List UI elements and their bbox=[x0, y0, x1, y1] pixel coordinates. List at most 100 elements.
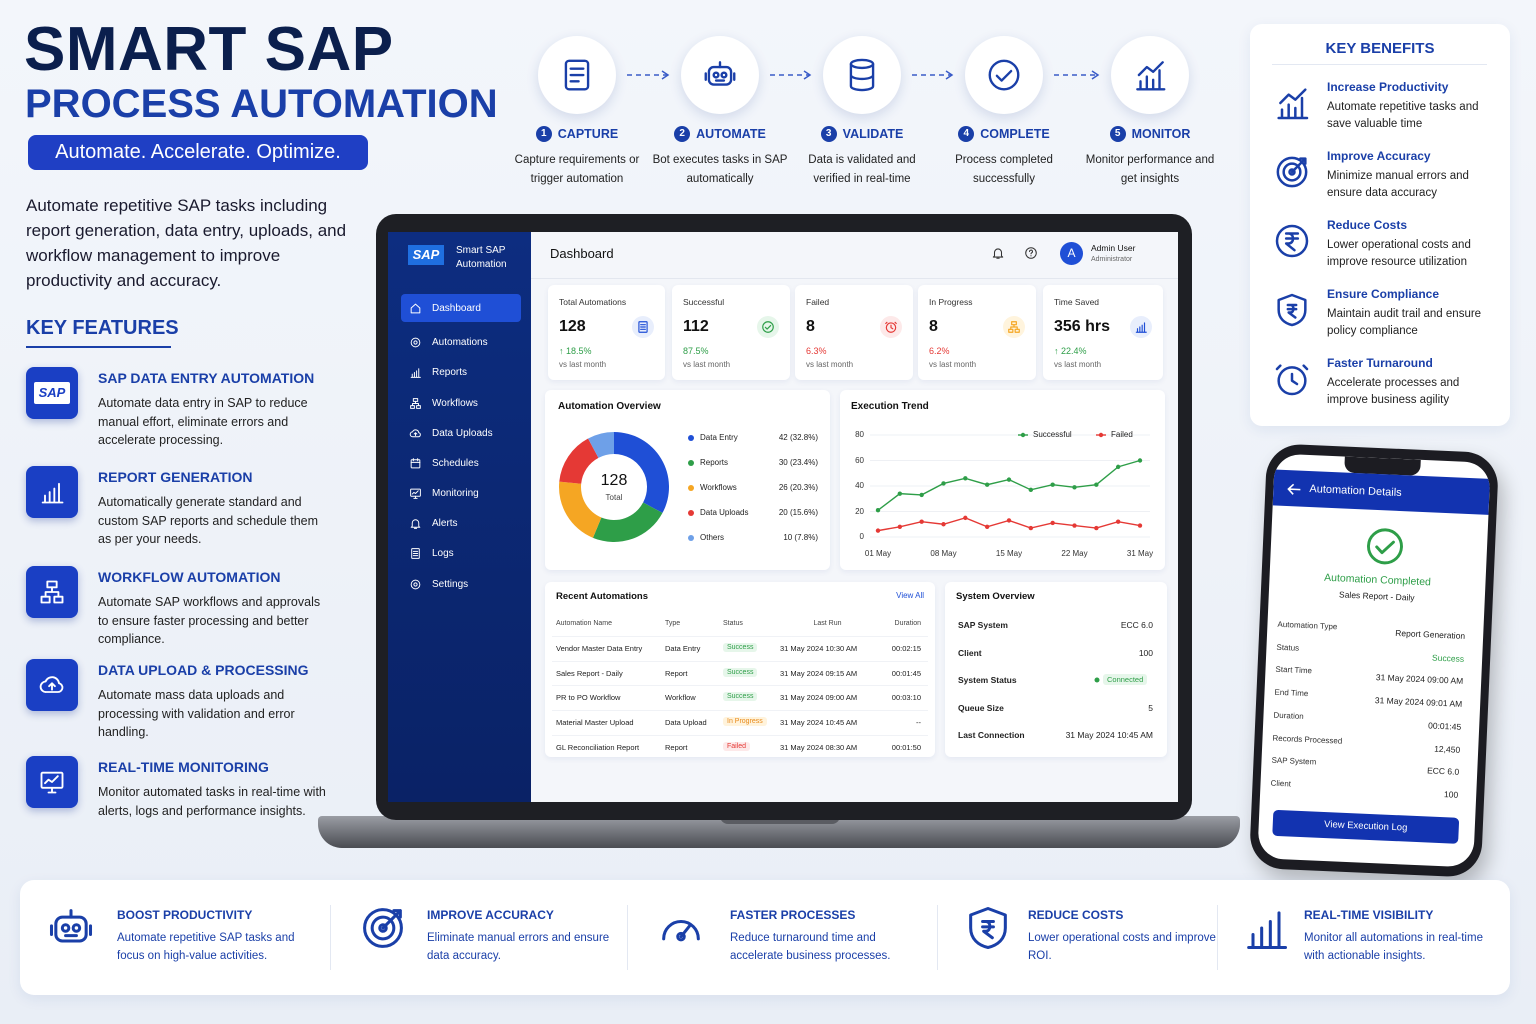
icon bbox=[410, 519, 421, 529]
step-number: 5 bbox=[1109, 126, 1126, 142]
column-header: Type bbox=[665, 620, 681, 627]
icon-shape bbox=[849, 62, 875, 92]
legend-dot bbox=[688, 535, 694, 541]
kpi-icon bbox=[632, 316, 654, 338]
kpi-note: vs last month bbox=[1054, 360, 1102, 369]
point bbox=[875, 508, 881, 513]
icon bbox=[1025, 247, 1037, 259]
cell: Workflow bbox=[665, 693, 696, 703]
icon-shape bbox=[1136, 61, 1166, 91]
point bbox=[1028, 487, 1034, 493]
kpi-note: vs last month bbox=[806, 360, 854, 369]
status-pill: In Progress bbox=[723, 717, 767, 727]
nav-item: Settings bbox=[432, 579, 469, 590]
point bbox=[919, 492, 924, 498]
icon-shape bbox=[662, 919, 700, 941]
value-label: 30 (23.4%) bbox=[778, 458, 818, 467]
icon-shape bbox=[1029, 249, 1033, 257]
feature-text: Automate data entry in SAP to reduce man… bbox=[98, 396, 308, 447]
icon bbox=[1367, 528, 1403, 565]
row-line bbox=[552, 710, 928, 712]
kpi-label: In Progress bbox=[929, 297, 973, 307]
icon bbox=[969, 906, 1007, 950]
icon bbox=[638, 321, 648, 333]
tagline: Automate. Accelerate. Optimize. bbox=[28, 135, 368, 170]
icon-shape bbox=[410, 579, 421, 590]
icon-shape bbox=[720, 71, 728, 79]
icon bbox=[1275, 364, 1309, 396]
icon bbox=[849, 58, 875, 92]
kpi-icon bbox=[1130, 316, 1152, 338]
value-label: 20 (15.6%) bbox=[778, 508, 818, 517]
section-title: KEY FEATURES bbox=[26, 317, 179, 339]
icon bbox=[39, 676, 64, 693]
icon bbox=[40, 580, 64, 604]
point bbox=[963, 515, 968, 521]
nav-item: Dashboard bbox=[432, 303, 481, 314]
arrow-head bbox=[661, 70, 670, 80]
icon-shape bbox=[413, 582, 418, 587]
detail-label: Records Processed bbox=[1272, 733, 1343, 746]
kpi-label: Failed bbox=[806, 297, 830, 307]
page-title: Dashboard bbox=[550, 246, 614, 261]
donut-segment bbox=[592, 502, 663, 542]
x-tick-label: 15 May bbox=[995, 549, 1023, 558]
point bbox=[1006, 518, 1012, 523]
step-circle bbox=[823, 36, 901, 114]
cell: Report bbox=[665, 668, 688, 678]
point bbox=[1072, 485, 1077, 490]
column-header: Duration bbox=[894, 620, 921, 627]
cell: PR to PO Workflow bbox=[556, 693, 621, 703]
avatar: A bbox=[1060, 242, 1083, 265]
feature-text: Automatically generate standard and cust… bbox=[98, 495, 319, 546]
feature-icon bbox=[26, 466, 78, 518]
card bbox=[840, 390, 1165, 570]
icon bbox=[1275, 224, 1309, 258]
icon-shape bbox=[48, 682, 56, 691]
feature-icon bbox=[26, 659, 78, 711]
kpi-value: 356 hrs bbox=[1054, 318, 1111, 335]
nav-item: Alerts bbox=[432, 518, 458, 529]
point bbox=[941, 522, 946, 527]
kpi-change: 6.3% bbox=[806, 346, 827, 356]
icon-shape bbox=[1025, 247, 1037, 259]
cell: 31 May 2024 09:00 AM bbox=[780, 693, 858, 703]
link[interactable]: View All bbox=[896, 591, 924, 600]
point bbox=[984, 524, 990, 529]
y-tick-label: 40 bbox=[855, 481, 864, 490]
icon bbox=[885, 321, 897, 333]
icon bbox=[410, 458, 421, 469]
kpi-value: 128 bbox=[559, 318, 586, 335]
detail-value: 31 May 2024 09:01 AM bbox=[1374, 695, 1463, 709]
value-label: 42 (32.8%) bbox=[778, 433, 818, 442]
icon-shape bbox=[1277, 366, 1307, 396]
cell: Vendor Master Data Entry bbox=[556, 644, 643, 653]
icon-shape bbox=[363, 908, 403, 948]
benefit-title: BOOST PRODUCTIVITY bbox=[117, 908, 253, 922]
icon-shape bbox=[413, 340, 418, 345]
back-icon[interactable] bbox=[1283, 478, 1304, 501]
benefit-title: REDUCE COSTS bbox=[1028, 908, 1124, 922]
underline bbox=[26, 346, 171, 348]
icon-shape bbox=[1010, 324, 1018, 330]
icon-shape bbox=[44, 586, 60, 598]
benefit-text: Automate repetitive SAP tasks and focus … bbox=[117, 932, 295, 962]
icon-shape bbox=[1276, 156, 1308, 188]
y-tick-label: 60 bbox=[855, 455, 864, 465]
button[interactable]: View Execution Log bbox=[1272, 809, 1460, 844]
step-title: MONITOR bbox=[1131, 127, 1191, 141]
detail-value: 31 May 2024 09:00 AM bbox=[1375, 672, 1464, 687]
nav-active bbox=[401, 294, 521, 322]
benefit-title: Increase Productivity bbox=[1327, 80, 1449, 94]
card bbox=[545, 390, 830, 570]
chart-title: Execution Trend bbox=[851, 401, 929, 412]
benefit-title: Improve Accuracy bbox=[1327, 149, 1431, 163]
icon-shape bbox=[995, 69, 1013, 82]
step-title: COMPLETE bbox=[980, 127, 1050, 141]
cell: Data Entry bbox=[665, 644, 701, 653]
value-label: 10 (7.8%) bbox=[783, 533, 818, 542]
laptop-notch bbox=[720, 816, 840, 824]
kpi-label: Successful bbox=[683, 297, 725, 307]
card-title: Recent Automations bbox=[556, 591, 649, 602]
label: SAP System bbox=[958, 620, 1008, 630]
